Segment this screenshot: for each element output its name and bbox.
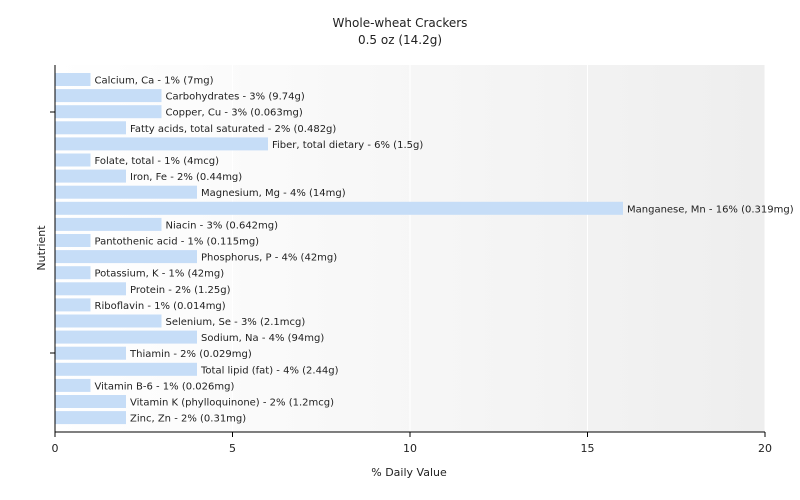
bar-label: Potassium, K - 1% (42mg) bbox=[95, 269, 225, 280]
bar bbox=[55, 169, 126, 183]
bar bbox=[55, 250, 197, 264]
bar-label: Sodium, Na - 4% (94mg) bbox=[201, 333, 324, 344]
bar-label: Phosphorus, P - 4% (42mg) bbox=[201, 253, 337, 264]
bar bbox=[55, 217, 162, 231]
bar-label: Zinc, Zn - 2% (0.31mg) bbox=[130, 414, 246, 425]
bar bbox=[55, 282, 126, 296]
bar-label: Vitamin B-6 - 1% (0.026mg) bbox=[95, 381, 235, 392]
bar bbox=[55, 330, 197, 344]
bar-label: Protein - 2% (1.25g) bbox=[130, 285, 231, 296]
bar-label: Folate, total - 1% (4mcg) bbox=[95, 156, 220, 167]
chart-title: Whole-wheat Crackers bbox=[333, 16, 468, 30]
bar bbox=[55, 266, 91, 280]
x-tick-label: 5 bbox=[229, 442, 236, 455]
bar bbox=[55, 153, 91, 167]
bar bbox=[55, 395, 126, 408]
bar bbox=[55, 362, 197, 376]
grid-lines bbox=[232, 65, 766, 432]
bar bbox=[55, 298, 91, 312]
bar-label: Pantothenic acid - 1% (0.115mg) bbox=[95, 237, 260, 248]
bar bbox=[55, 411, 126, 425]
bar-label: Manganese, Mn - 16% (0.319mg) bbox=[627, 204, 794, 215]
bar-label: Fiber, total dietary - 6% (1.5g) bbox=[272, 140, 423, 151]
bar bbox=[55, 105, 162, 119]
bar-label: Total lipid (fat) - 4% (2.44g) bbox=[200, 365, 339, 376]
x-tick-label: 10 bbox=[403, 442, 417, 455]
bar bbox=[55, 234, 91, 247]
bar-label: Calcium, Ca - 1% (7mg) bbox=[95, 76, 214, 87]
bar bbox=[55, 314, 162, 328]
bar bbox=[55, 378, 91, 392]
bar bbox=[55, 346, 126, 360]
x-tick-label: 0 bbox=[52, 442, 59, 455]
bar bbox=[55, 73, 91, 86]
bar bbox=[55, 121, 126, 135]
bar-label: Niacin - 3% (0.642mg) bbox=[166, 220, 279, 231]
y-axis-label: Nutrient bbox=[35, 225, 48, 271]
bar-label: Thiamin - 2% (0.029mg) bbox=[129, 349, 252, 360]
bar-label: Fatty acids, total saturated - 2% (0.482… bbox=[130, 124, 336, 135]
x-tick-label: 20 bbox=[758, 442, 772, 455]
bar-label: Iron, Fe - 2% (0.44mg) bbox=[130, 172, 242, 183]
bar-label: Selenium, Se - 3% (2.1mcg) bbox=[166, 317, 306, 328]
axes: 0 5 10 15 20 bbox=[50, 65, 772, 455]
bar bbox=[55, 89, 162, 103]
bar bbox=[55, 201, 623, 215]
bar bbox=[55, 185, 197, 199]
chart-subtitle: 0.5 oz (14.2g) bbox=[358, 33, 442, 47]
bar bbox=[55, 137, 268, 151]
bar-label: Magnesium, Mg - 4% (14mg) bbox=[201, 188, 346, 199]
x-tick-label: 15 bbox=[581, 442, 595, 455]
bar-label: Copper, Cu - 3% (0.063mg) bbox=[166, 108, 303, 119]
bar-label: Riboflavin - 1% (0.014mg) bbox=[95, 301, 226, 312]
bar-label: Carbohydrates - 3% (9.74g) bbox=[166, 92, 305, 103]
x-axis-label: % Daily Value bbox=[371, 466, 447, 479]
bar-label: Vitamin K (phylloquinone) - 2% (1.2mcg) bbox=[130, 398, 334, 409]
bars: Calcium, Ca - 1% (7mg) Carbohydrates - 3%… bbox=[55, 73, 794, 425]
